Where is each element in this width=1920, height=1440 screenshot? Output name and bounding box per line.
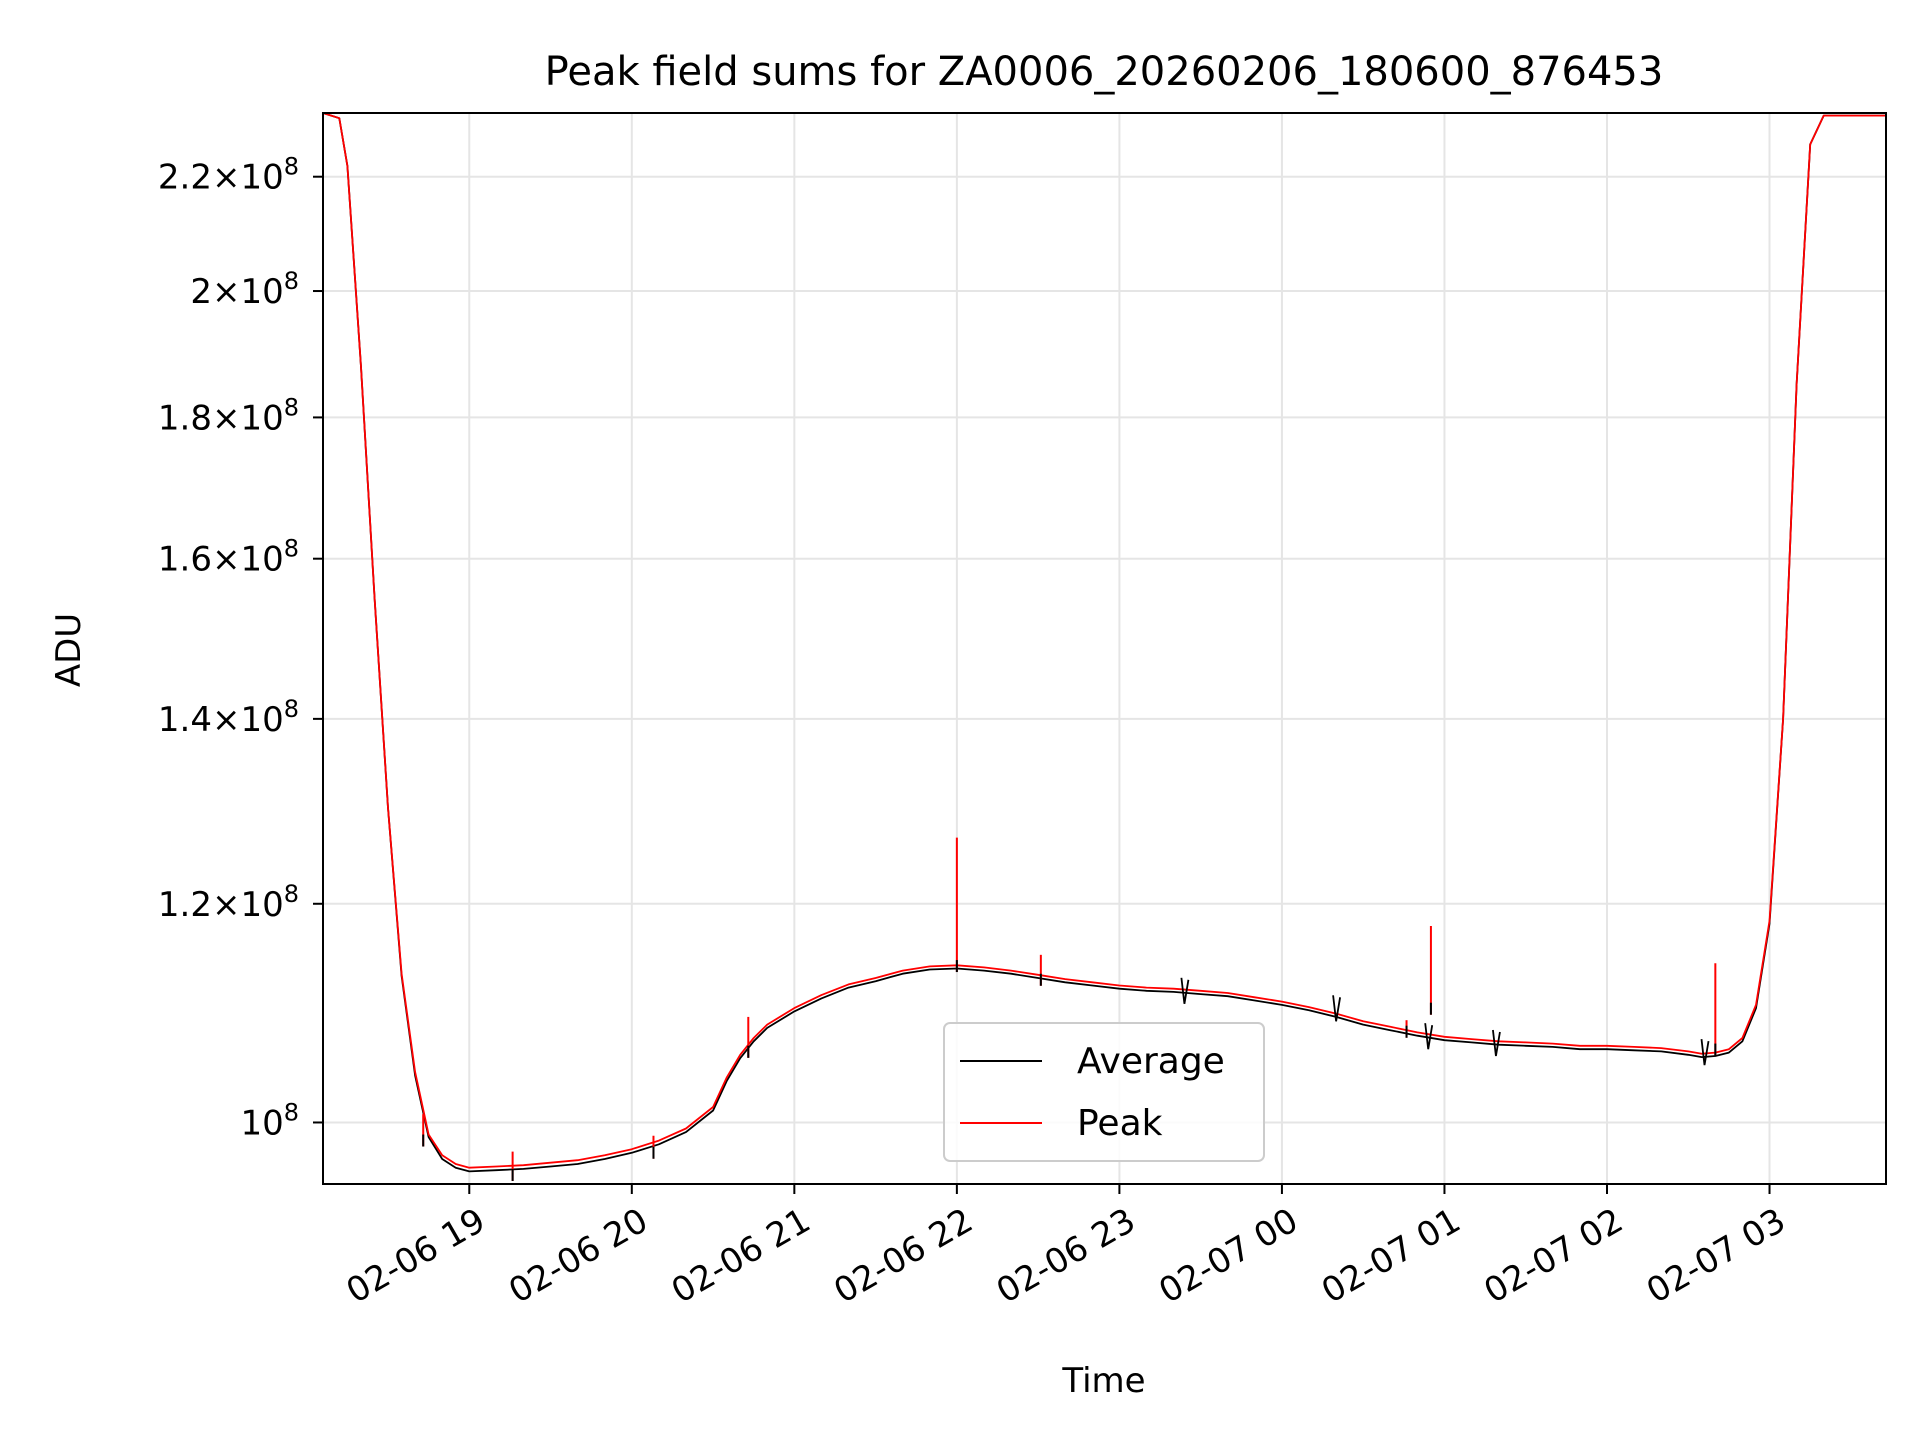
legend-box — [943, 1022, 1265, 1162]
dip-mark — [1492, 1029, 1501, 1057]
dip-mark — [1700, 1038, 1710, 1066]
y-tick-label: 1.6×108 — [158, 535, 299, 580]
y-axis-label: ADU — [49, 613, 89, 687]
x-axis-label: Time — [1061, 1361, 1145, 1401]
y-axis: 108 1.2×108 1.4×108 1.6×108 1.8×108 2×108 2.2×… — [158, 153, 323, 1143]
y-tick-label: 108 — [240, 1098, 299, 1143]
y-tick-label: 1.4×108 — [158, 695, 299, 740]
dip-mark — [1424, 1023, 1434, 1050]
dip-mark — [1180, 977, 1190, 1004]
y-tick-label: 1.2×108 — [158, 880, 299, 925]
legend: Average Peak — [943, 1022, 1265, 1162]
legend-label-peak: Peak — [1077, 1103, 1163, 1144]
y-tick-label: 1.8×108 — [158, 393, 299, 438]
plot-frame — [322, 112, 1887, 1185]
y-tick-label: 2×108 — [190, 267, 299, 312]
chart-title: Peak field sums for ZA0006_20260206_1806… — [545, 49, 1664, 95]
dip-mark — [1332, 995, 1341, 1022]
y-tick-label: 2.2×108 — [158, 153, 299, 198]
series-line-peak — [322, 112, 1886, 1169]
legend-label-average: Average — [1077, 1041, 1225, 1082]
series-line-average — [322, 112, 1886, 1173]
plot-lines — [322, 112, 1886, 1181]
